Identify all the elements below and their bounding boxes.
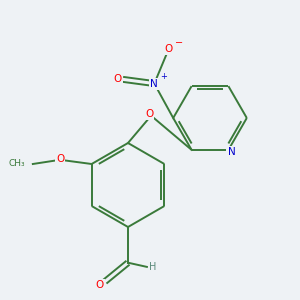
Text: O: O [56,154,64,164]
Text: −: − [175,38,183,48]
Text: H: H [149,262,157,272]
Text: +: + [160,72,167,81]
Text: O: O [96,280,104,290]
Text: O: O [114,74,122,84]
Text: CH₃: CH₃ [8,160,25,169]
Text: O: O [165,44,173,54]
Text: O: O [145,109,153,119]
Text: N: N [150,79,158,88]
Text: N: N [227,147,235,157]
